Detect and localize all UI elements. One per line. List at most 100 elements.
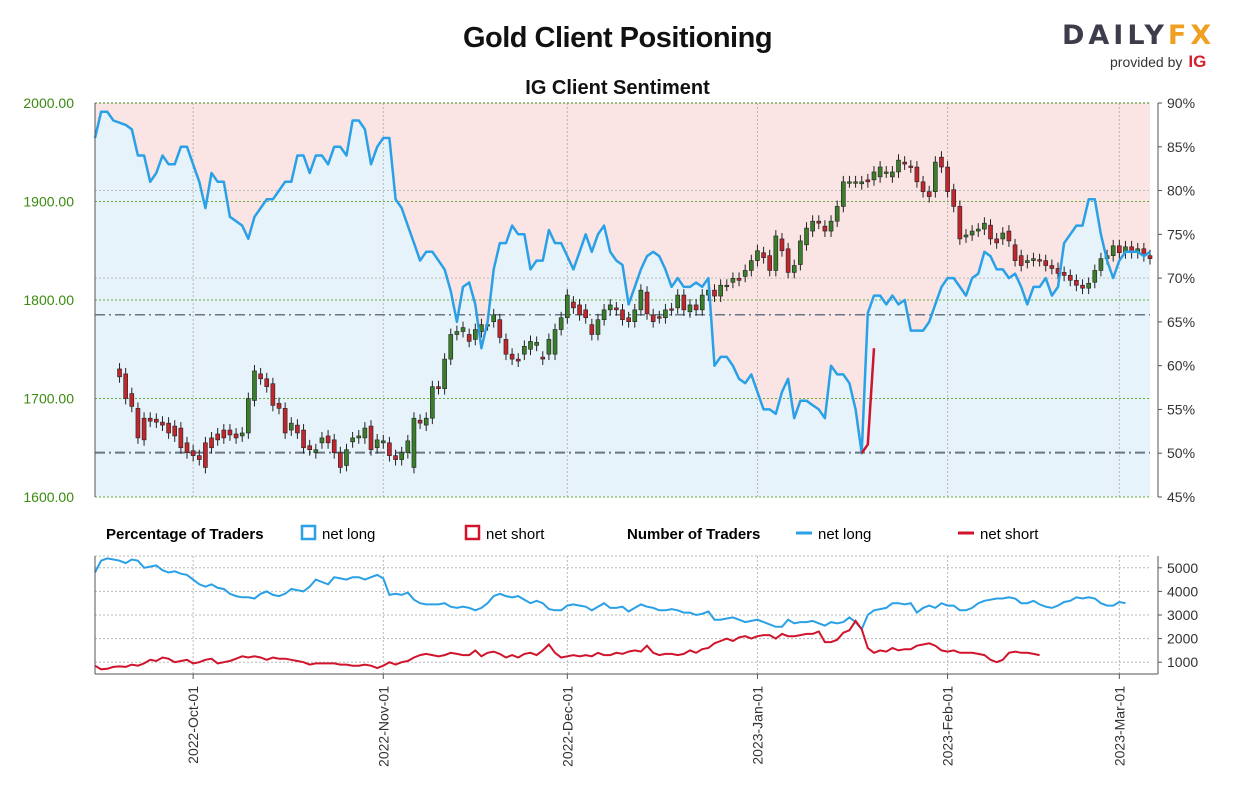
candle-body-14 [203,442,208,468]
candle-body-19 [233,433,239,439]
candle-body-131 [920,181,926,192]
candle-body-55 [454,331,460,335]
candle-body-56 [460,327,466,332]
candle-body-88 [657,316,662,319]
candle-body-46 [399,452,404,460]
legend-pct-title: Percentage of Traders [106,526,264,543]
candle-body-42 [374,439,380,449]
candle-body-130 [914,166,920,183]
upper-axes: 1600.00 1700.00 1800.00 1900.00 2000.00 45% 50… [23,95,1195,505]
candle-body-8 [166,422,171,434]
candle-body-9 [172,425,178,437]
x-tick-label: 2022-Nov-01 [375,686,391,767]
candle-body-128 [902,161,907,165]
candle-body-107 [773,235,779,271]
candle-body-12 [190,450,196,456]
candle-body-97 [712,289,717,297]
candle-body-168 [1147,255,1153,259]
candle-body-105 [761,252,766,258]
candle-body-157 [1080,284,1085,289]
candle-body-78 [595,319,601,335]
candle-body-3 [135,408,141,439]
candle-body-40 [362,427,368,439]
candle-body-0 [117,368,122,378]
candle-body-31 [307,445,312,451]
candle-body-75 [577,304,582,316]
candle-body-34 [325,435,331,444]
brand-logo: DAILYFX provided by IG [1062,20,1212,71]
candle-body-1 [123,373,128,399]
lower-right-tick-label: 1000 [1167,654,1198,670]
candle-body-15 [209,437,214,449]
candle-body-89 [663,309,668,319]
lower-right-tick-label: 3000 [1167,607,1198,623]
candle-body-39 [356,435,362,439]
chart-subtitle: IG Client Sentiment [525,77,710,99]
left-tick-label: 1900.00 [23,194,74,210]
x-tick-label: 2022-Oct-01 [185,686,201,764]
candle-body-2 [129,393,135,407]
candle-body-53 [442,358,447,389]
candle-body-91 [675,294,681,309]
x-tick-label: 2023-Jan-01 [749,686,765,765]
candle-body-94 [693,304,699,311]
upper-sentiment-lines [93,110,1151,455]
candle-body-30 [301,429,306,449]
candle-body-44 [387,442,392,456]
candle-body-90 [669,308,674,311]
candle-body-138 [963,234,969,238]
candle-body-144 [1000,232,1006,240]
candle-body-27 [282,408,288,434]
candle-body-141 [982,222,987,230]
candle-body-24 [264,378,270,387]
candle-body-4 [141,417,147,441]
candle-body-118 [841,181,846,207]
candle-body-95 [699,294,705,311]
candle-body-41 [368,425,374,451]
candle-body-120 [853,181,858,184]
candle-body-5 [147,417,153,422]
candle-body-98 [718,284,723,297]
candlesticks [117,151,1153,474]
candle-body-87 [650,314,656,322]
net-long-pct-line [93,110,1151,455]
upper-background [95,103,1150,498]
candle-body-155 [1067,275,1073,281]
candle-body-101 [736,278,742,281]
candle-body-145 [1006,230,1012,242]
candle-body-110 [791,265,797,273]
candle-body-148 [1025,260,1030,263]
candle-body-135 [945,166,950,192]
candle-body-136 [951,189,957,207]
candle-body-159 [1092,270,1098,283]
candle-body-43 [380,440,386,444]
candle-body-150 [1037,259,1042,262]
candle-body-123 [871,171,877,181]
candle-body-143 [994,238,999,244]
candle-body-73 [564,294,570,319]
candle-body-129 [908,165,914,168]
candle-body-127 [896,159,901,173]
candle-body-18 [227,429,233,436]
candle-body-13 [196,455,202,460]
candle-body-77 [589,324,595,335]
legend-num-short-label: net short [980,526,1039,543]
candle-body-17 [221,429,227,439]
candle-body-70 [546,339,552,355]
candle-body-99 [724,284,730,288]
legend-num-title: Number of Traders [627,526,760,543]
candle-body-147 [1018,255,1024,266]
net-short-count-line [94,619,1040,671]
candle-body-152 [1049,265,1055,269]
candle-body-23 [258,373,263,380]
candle-body-102 [742,270,748,277]
net-short-pct-line [860,348,876,454]
candle-body-115 [822,225,828,232]
net-long-count-line [94,557,1126,632]
candle-body-33 [319,437,325,444]
candle-body-52 [436,386,441,389]
right-tick-label: 80% [1167,183,1195,199]
ig-logo: IG [1188,52,1207,71]
right-tick-label: 75% [1167,226,1195,242]
candle-body-132 [926,191,932,197]
